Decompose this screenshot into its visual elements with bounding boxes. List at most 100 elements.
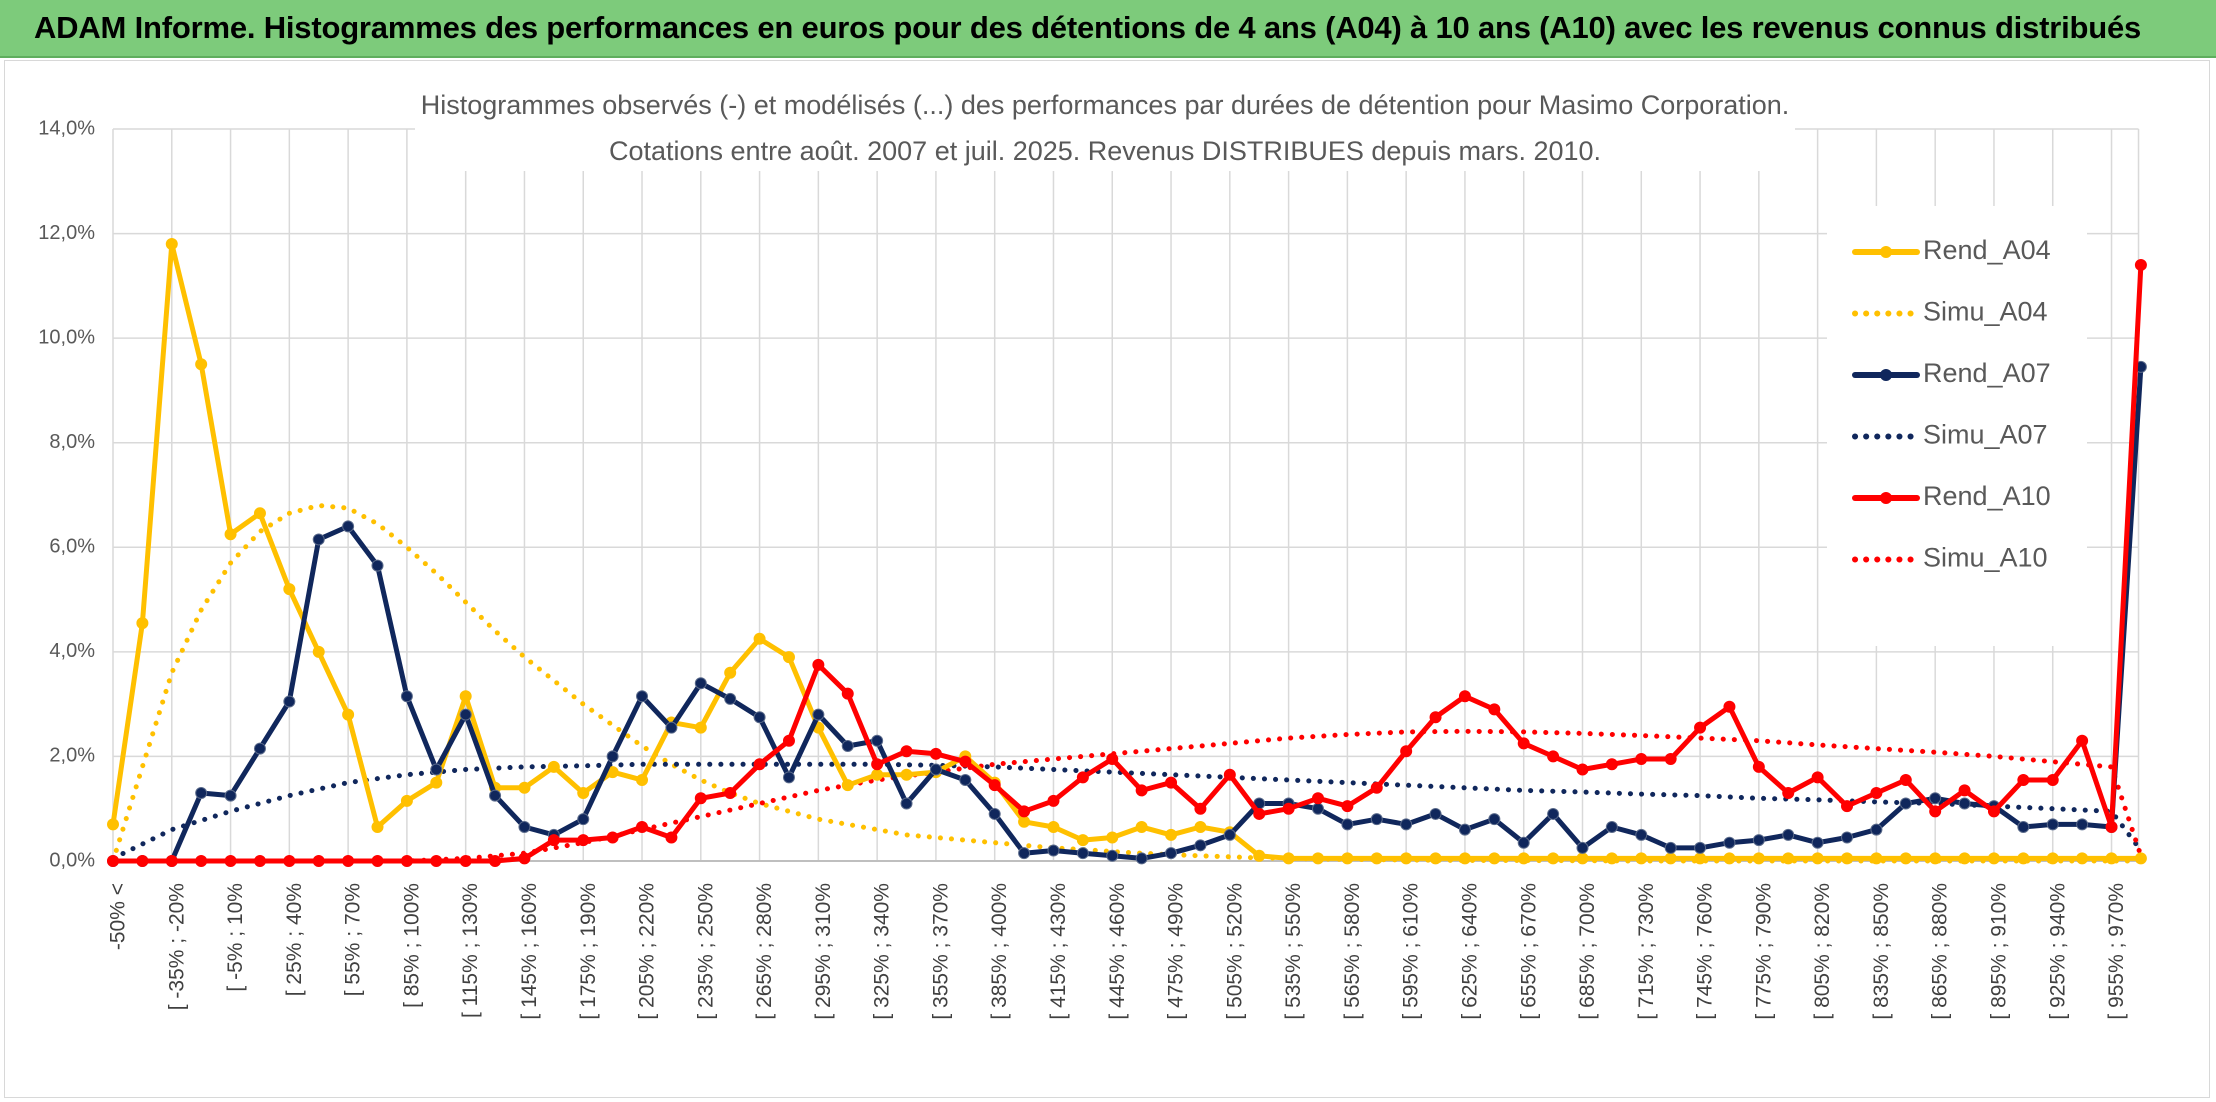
data-point [1694,841,1707,854]
data-point [1106,753,1119,766]
series-line [110,761,2144,861]
series-simu-a07 [110,761,2144,861]
data-point [371,559,384,572]
data-point [1194,802,1207,815]
data-point [1341,852,1354,865]
x-tick-label: [ 205% ; 220% [636,883,659,1020]
data-point [1223,828,1236,841]
data-point [577,813,590,826]
data-point [2134,852,2147,865]
data-point [1018,805,1031,818]
data-point [1635,753,1648,766]
y-tick-label: 6,0% [49,536,95,558]
data-point [1047,794,1060,807]
data-point [1958,797,1971,810]
data-point [694,721,707,734]
x-tick-label: [ 145% ; 160% [518,883,541,1020]
x-tick-label: [ 655% ; 670% [1517,883,1540,1020]
data-point [1811,852,1824,865]
data-point [2017,821,2030,834]
legend-marker [1880,492,1892,504]
data-point [1076,847,1089,860]
x-tick-label: [ 565% ; 580% [1341,883,1364,1020]
data-point [1517,836,1530,849]
data-point [1282,852,1295,865]
data-point [1635,828,1648,841]
legend-label: Simu_A10 [1923,543,2048,573]
data-point [253,855,266,867]
data-point [1811,836,1824,849]
x-tick-label: [ 265% ; 280% [753,883,776,1020]
data-point [782,734,795,747]
data-point [1958,852,1971,865]
report-title: ADAM Informe. Histogrammes des performan… [34,10,2142,45]
x-tick-label: [ 955% ; 970% [2105,883,2128,1020]
x-tick-label: [ 55% ; 70% [342,883,365,996]
y-tick-label: 4,0% [49,640,95,662]
legend-item: Simu_A04 [1852,297,2048,327]
y-tick-label: 2,0% [49,745,95,767]
data-point [1400,745,1413,758]
data-point [1194,839,1207,852]
data-point [165,238,178,251]
data-point [1194,821,1207,834]
data-point [1899,773,1912,786]
data-point [1076,771,1089,784]
data-point [1018,815,1031,828]
x-tick-label: [ 925% ; 940% [2046,883,2069,1020]
x-tick-label: [ 745% ; 760% [1694,883,1717,1020]
x-tick-label: [ 325% ; 340% [871,883,894,1020]
data-point [224,789,237,802]
data-point [1341,800,1354,813]
data-point [107,818,119,831]
data-point [342,520,355,533]
legend-item: Rend_A04 [1852,235,2051,265]
data-point [1987,852,2000,865]
data-point [518,821,531,834]
data-point [1899,797,1912,810]
x-tick-label: [ 685% ; 700% [1576,883,1599,1020]
data-point [1458,690,1471,703]
x-tick-label: [ 715% ; 730% [1635,883,1658,1020]
data-point [1929,805,1942,818]
data-point [1664,841,1677,854]
legend-marker [1880,369,1892,381]
legend-label: Simu_A07 [1923,420,2048,450]
data-point [724,666,737,679]
data-point [871,734,884,747]
x-tick-label: [ 445% ; 460% [1106,883,1129,1020]
data-point [1253,849,1266,862]
y-axis-tick-labels: 0,0% 2,0% 4,0% 6,0% 8,0% 10,0% 12,0% 14,0% [38,117,95,871]
legend-background [1827,206,2087,646]
data-point [1429,807,1442,820]
data-point [1752,760,1765,773]
data-point [812,658,825,671]
data-point [929,763,942,776]
data-point [1047,821,1060,834]
data-point [2134,258,2147,271]
data-point [782,651,795,664]
y-tick-label: 8,0% [49,431,95,453]
data-point [283,583,296,596]
y-tick-label: 12,0% [38,222,95,244]
data-point [1253,807,1266,820]
data-point [1664,753,1677,766]
data-point [489,789,502,802]
data-point [195,358,208,371]
data-point [1782,852,1795,865]
data-point [430,855,443,867]
data-point [2076,734,2089,747]
data-point [400,690,413,703]
x-tick-label: [ 25% ; 40% [283,883,306,996]
data-point [1282,802,1295,815]
data-point [136,617,149,630]
series-rend-a07 [107,360,2147,867]
y-tick-label: 0,0% [49,849,95,871]
series-line [110,262,2144,864]
data-point [1517,852,1530,865]
data-point [1576,852,1589,865]
legend-item: Simu_A07 [1852,420,2048,450]
data-point [1400,818,1413,831]
data-point [1135,852,1148,865]
data-point [1605,821,1618,834]
